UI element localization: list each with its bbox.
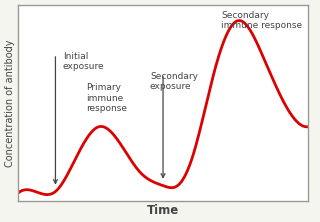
Text: Secondary
immune response: Secondary immune response xyxy=(221,11,302,30)
Text: Primary
immune
response: Primary immune response xyxy=(86,83,127,113)
X-axis label: Time: Time xyxy=(147,204,179,217)
Text: Initial
exposure: Initial exposure xyxy=(63,52,104,71)
Y-axis label: Concentration of antibody: Concentration of antibody xyxy=(5,39,15,167)
Text: Secondary
exposure: Secondary exposure xyxy=(150,72,198,91)
